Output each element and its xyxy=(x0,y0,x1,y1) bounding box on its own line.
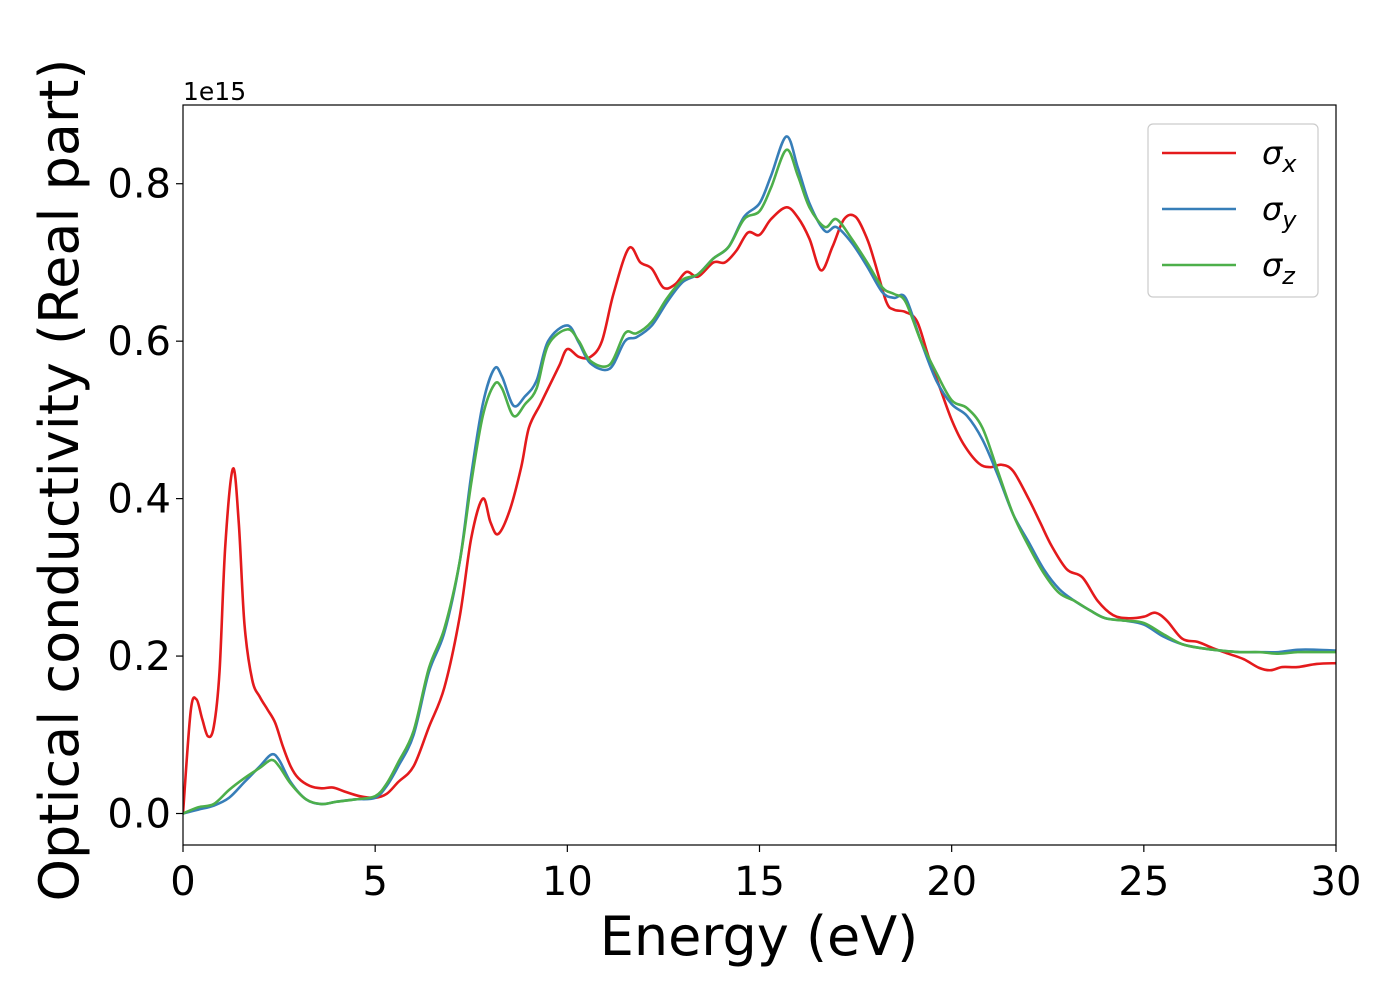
y-axis-title: Optical conductivity (Real part) xyxy=(28,59,91,902)
series-line-x xyxy=(183,206,1336,815)
legend-subscript: y xyxy=(1281,206,1297,234)
x-tick-label: 25 xyxy=(1118,859,1169,905)
legend-label: σz xyxy=(1262,246,1296,290)
legend-subscript: x xyxy=(1281,150,1297,178)
x-tick-label: 0 xyxy=(170,859,195,905)
legend-label: σx xyxy=(1262,134,1297,178)
y-tick-label: 0.8 xyxy=(107,162,171,208)
legend-subscript: z xyxy=(1281,262,1296,290)
y-tick-label: 0.2 xyxy=(107,634,171,680)
legend-symbol: σ xyxy=(1262,246,1284,284)
y-tick-label: 0.6 xyxy=(107,319,171,365)
series-line-z xyxy=(183,148,1336,815)
x-axis: 0 5 10 15 20 25 30 xyxy=(170,845,1361,905)
x-tick-label: 10 xyxy=(542,859,593,905)
y-axis: 0.0 0.2 0.4 0.6 0.8 xyxy=(107,162,183,838)
legend-label: σy xyxy=(1262,190,1297,234)
legend-symbol: σ xyxy=(1262,190,1284,228)
y-tick-label: 0.0 xyxy=(107,792,171,838)
x-tick-label: 5 xyxy=(362,859,387,905)
series-layer xyxy=(183,135,1336,815)
x-tick-label: 15 xyxy=(734,859,785,905)
x-tick-label: 30 xyxy=(1311,859,1362,905)
x-axis-title: Energy (eV) xyxy=(600,905,919,968)
y-offset-label: 1e15 xyxy=(183,77,246,106)
legend-symbol: σ xyxy=(1262,134,1284,172)
y-tick-label: 0.4 xyxy=(107,477,171,523)
legend-box xyxy=(1147,123,1319,298)
x-tick-label: 20 xyxy=(926,859,977,905)
